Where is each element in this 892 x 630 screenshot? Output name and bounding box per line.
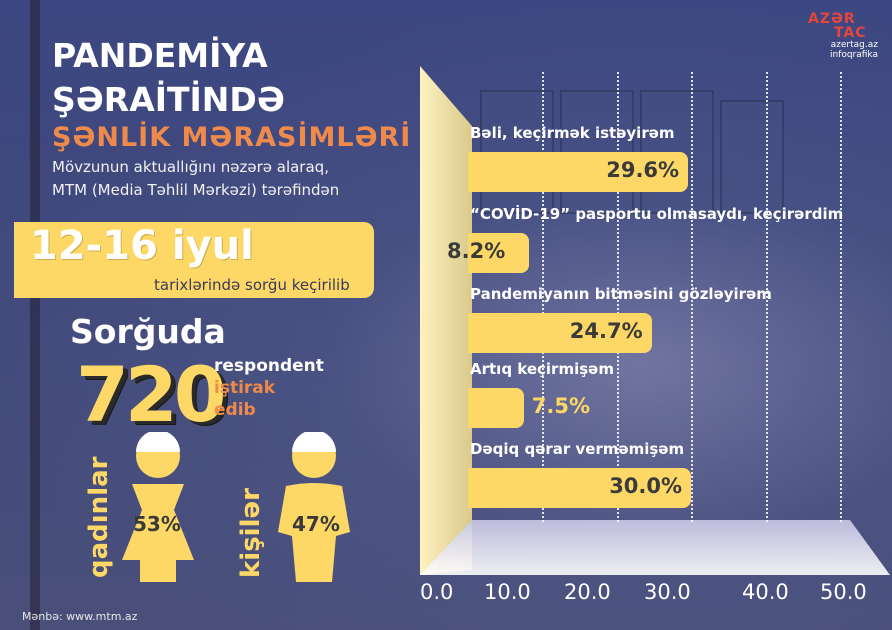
intro-text: Mövzunun aktuallığını nəzərə alaraq, MTM… [52,156,339,202]
bar-category-label: Artıq keçirmişəm [470,360,614,378]
x-tick-label: 20.0 [564,580,611,604]
bar-value-label: 24.7% [569,319,643,343]
intro-line1: Mövzunun aktuallığını nəzərə alaraq, [52,158,329,176]
logo-site: azertag.az [830,40,878,50]
bar-category-label: Dəqiq qərar verməmişəm [470,440,685,458]
grid-line [691,72,694,522]
respondent-count: 720 [76,350,227,439]
background-window [720,100,784,214]
bar [468,468,692,508]
survey-date-caption: tarixlərində sorğu keçirilib [154,276,350,294]
grid-line [765,72,768,522]
title-line2: ŞƏRAİTİNDƏ [52,80,285,119]
bar-category-label: Pandemiyanın bitməsini gözləyirəm [470,285,772,303]
bar [468,233,529,273]
title-line3: ŞƏNLİK MƏRASİMLƏRİ [52,122,412,153]
respondent-word: respondent [214,356,324,376]
men-percent: 47% [292,512,340,536]
chart-frame [420,66,890,575]
men-label: kişilər [236,488,266,578]
women-label: qadınlar [84,456,114,578]
bar-category-label: Bəli, keçirmək istəyirəm [470,124,675,142]
background-pillar [30,0,40,630]
woman-figure-icon [122,432,194,582]
date-box [14,222,374,298]
title-line1: PANDEMİYA [52,36,268,75]
x-tick-label: 50.0 [820,580,867,604]
bar [468,152,689,192]
survey-heading: Sorğuda [70,312,226,351]
logo-line2: TAC [834,25,867,41]
azertac-logo: AZƏR TAC azertag.az infoqrafika [808,12,878,60]
bar-value-label: 30.0% [609,474,683,498]
survey-date: 12-16 iyul [30,223,254,269]
man-figure-icon [278,432,350,582]
bar [468,313,652,353]
source-note: Mənbə: www.mtm.az [22,610,138,623]
intro-line2: MTM (Media Təhlil Mərkəzi) tərəfindən [52,181,340,199]
participation-word: iştirak [214,378,276,398]
grid-line [616,72,619,522]
bar-value-label: 8.2% [447,239,506,263]
bar [468,388,524,428]
x-tick-label: 40.0 [742,580,789,604]
women-percent: 53% [133,512,181,536]
bar-category-label: “COVİD-19” pasportu olmasaydı, keçirərdi… [470,205,844,223]
logo-tag: infoqrafika [829,50,878,60]
x-tick-label: 10.0 [484,580,531,604]
participated-word: edib [214,400,256,420]
x-tick-label: 30.0 [644,580,691,604]
bar-value-label: 29.6% [606,158,680,182]
x-tick-label: 0.0 [420,580,454,604]
grid-line [542,72,545,522]
grid-line [840,72,842,522]
bar-value-label: 7.5% [531,394,591,418]
logo-line1: AZƏR [808,11,856,27]
